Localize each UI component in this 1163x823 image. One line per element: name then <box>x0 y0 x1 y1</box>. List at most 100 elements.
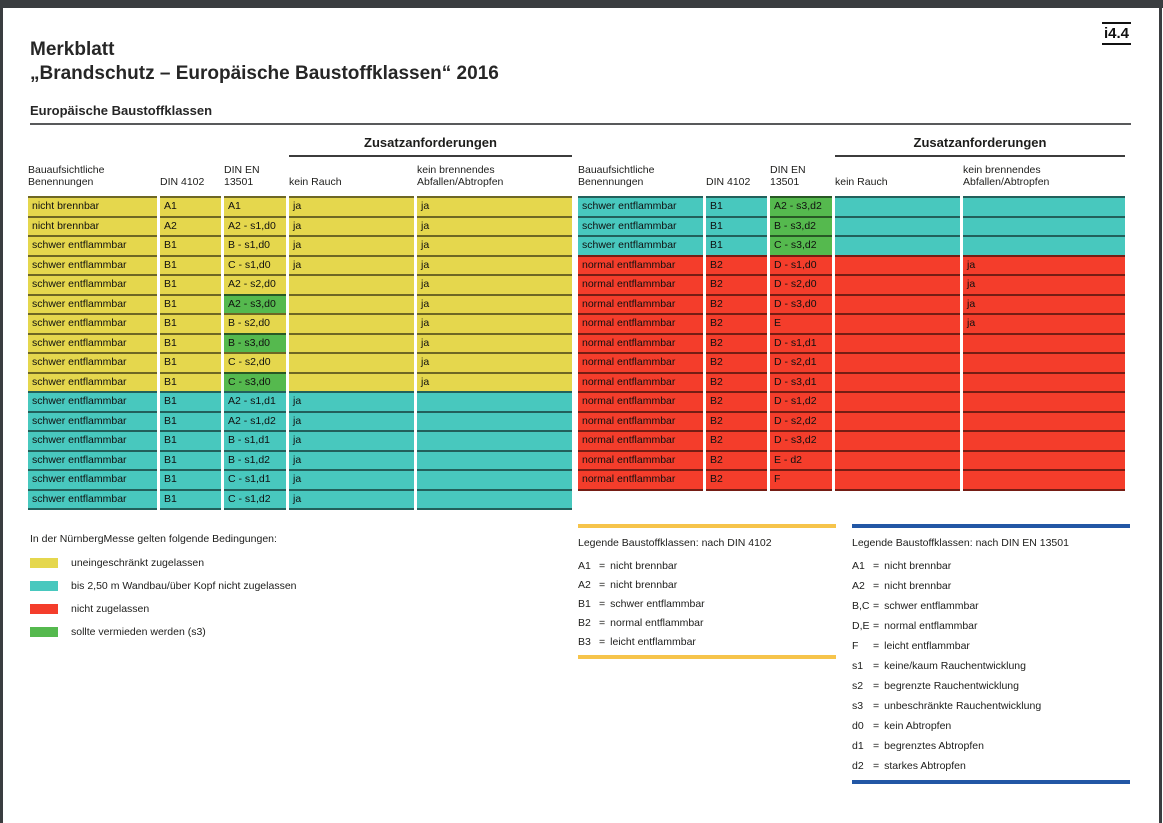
cell-kein-abtropfen <box>417 410 572 430</box>
colhead-kein-abtropfen: kein brennendes Abfallen/Abtropfen <box>417 164 504 188</box>
cell-kein-rauch: ja <box>289 391 414 411</box>
equals-sign: = <box>599 598 606 610</box>
cell-din-en-13501: A2 - s1,d2 <box>224 410 286 430</box>
cell-kein-rauch <box>835 274 960 294</box>
conditions-legend-item: bis 2,50 m Wandbau/über Kopf nicht zugel… <box>30 580 550 592</box>
legend-key: D,E <box>852 620 870 632</box>
title-line2: „Brandschutz – Europäische Baustoffklass… <box>30 63 499 84</box>
section-title: Europäische Baustoffklassen <box>30 103 213 118</box>
legend-key: B3 <box>578 636 591 648</box>
conditions-legend-label: bis 2,50 m Wandbau/über Kopf nicht zugel… <box>71 580 297 592</box>
legend-key: d2 <box>852 760 864 772</box>
cell-din-en-13501: B - s2,d0 <box>224 313 286 333</box>
legend-label: begrenztes Abtropfen <box>884 740 984 752</box>
cell-benennung: schwer entflammbar <box>28 410 157 430</box>
cell-din4102: A1 <box>160 196 221 216</box>
legend-entry: B3 = leicht entflammbar <box>578 636 836 648</box>
cell-kein-abtropfen: ja <box>417 352 572 372</box>
table-row: normal entflammbar B2 E - d2 <box>578 449 1125 469</box>
cell-kein-rauch <box>835 352 960 372</box>
conditions-legend: In der NürnbergMesse gelten folgende Bed… <box>30 533 550 638</box>
window-top-edge <box>0 0 1163 8</box>
cell-kein-abtropfen: ja <box>417 293 572 313</box>
equals-sign: = <box>873 760 880 772</box>
cell-kein-abtropfen: ja <box>417 196 572 216</box>
cell-benennung: schwer entflammbar <box>28 371 157 391</box>
cell-din-en-13501: B - s1,d2 <box>224 449 286 469</box>
cell-din4102: B2 <box>706 313 767 333</box>
title-line1: Merkblatt <box>30 39 115 60</box>
cell-kein-rauch <box>289 313 414 333</box>
cell-kein-abtropfen: ja <box>417 215 572 235</box>
cell-din-en-13501: C - s1,d1 <box>224 469 286 489</box>
cell-din4102: B2 <box>706 293 767 313</box>
din4102-legend-heading: Legende Baustoffklassen: nach DIN 4102 <box>578 537 772 549</box>
cell-kein-abtropfen: ja <box>417 254 572 274</box>
cell-kein-abtropfen <box>963 391 1125 411</box>
din4102-legend-items: A1 = nicht brennbar A2 = nicht brennbar B1 = sch… <box>578 560 836 648</box>
table-row: schwer entflammbar B1 C - s1,d1 ja <box>28 469 573 489</box>
legend-key: A1 <box>578 560 591 572</box>
table-row: normal entflammbar B2 D - s2,d2 <box>578 410 1125 430</box>
legend-entry: d1 = begrenztes Abtropfen <box>852 740 1130 752</box>
cell-kein-abtropfen <box>963 196 1125 216</box>
cell-benennung: schwer entflammbar <box>28 293 157 313</box>
legend-top-bar <box>578 524 836 528</box>
cell-din4102: B2 <box>706 332 767 352</box>
legend-label: nicht brennbar <box>884 560 952 572</box>
cell-din-en-13501: C - s1,d2 <box>224 488 286 510</box>
cell-din4102: B2 <box>706 430 767 450</box>
table-row: normal entflammbar B2 D - s3,d2 <box>578 430 1125 450</box>
cell-kein-abtropfen <box>417 469 572 489</box>
equals-sign: = <box>873 740 880 752</box>
colhead-kein-rauch: kein Rauch <box>835 176 888 188</box>
cell-kein-rauch <box>835 371 960 391</box>
cell-kein-rauch <box>835 391 960 411</box>
red-swatch <box>30 604 58 614</box>
equals-sign: = <box>873 680 880 692</box>
cell-kein-abtropfen <box>963 371 1125 391</box>
cell-din4102: B2 <box>706 254 767 274</box>
cell-kein-rauch <box>835 254 960 274</box>
cell-din-en-13501: A2 - s3,d2 <box>770 196 832 216</box>
cell-din-en-13501: D - s1,d0 <box>770 254 832 274</box>
cell-benennung: normal entflammbar <box>578 332 703 352</box>
legend-bottom-bar <box>852 780 1130 784</box>
legend-label: keine/kaum Rauchentwicklung <box>884 660 1026 672</box>
cell-kein-abtropfen: ja <box>963 274 1125 294</box>
cell-kein-rauch <box>289 332 414 352</box>
legend-key: s3 <box>852 700 864 712</box>
legend-key: B1 <box>578 598 591 610</box>
cell-kein-abtropfen: ja <box>963 254 1125 274</box>
cell-din-en-13501: E - d2 <box>770 449 832 469</box>
cell-kein-rauch: ja <box>289 235 414 255</box>
cell-benennung: schwer entflammbar <box>578 215 703 235</box>
cell-benennung: normal entflammbar <box>578 469 703 491</box>
cell-din-en-13501: D - s3,d1 <box>770 371 832 391</box>
equals-sign: = <box>873 700 880 712</box>
table-row: nicht brennbar A1 A1 ja ja <box>28 196 573 216</box>
cell-kein-rauch <box>835 215 960 235</box>
legend-key: s2 <box>852 680 864 692</box>
cell-benennung: normal entflammbar <box>578 430 703 450</box>
cell-kein-abtropfen <box>963 332 1125 352</box>
cell-kein-rauch: ja <box>289 430 414 450</box>
cell-din-en-13501: D - s2,d2 <box>770 410 832 430</box>
table-row: schwer entflammbar B1 C - s3,d0 ja <box>28 371 573 391</box>
din13501-legend: Legende Baustoffklassen: nach DIN EN 135… <box>852 524 1130 784</box>
din13501-legend-group2: d0 = kein Abtropfen d1 = begrenztes Abtropfen… <box>852 720 1130 772</box>
equals-sign: = <box>873 580 880 592</box>
table-row: normal entflammbar B2 D - s2,d1 <box>578 352 1125 372</box>
cell-din4102: B1 <box>160 313 221 333</box>
cell-benennung: normal entflammbar <box>578 293 703 313</box>
cell-benennung: nicht brennbar <box>28 196 157 216</box>
cell-kein-abtropfen: ja <box>963 313 1125 333</box>
cell-benennung: schwer entflammbar <box>28 449 157 469</box>
cell-din4102: B1 <box>160 410 221 430</box>
cell-din4102: B2 <box>706 391 767 411</box>
cell-kein-rauch: ja <box>289 196 414 216</box>
legend-top-bar <box>852 524 1130 528</box>
cell-kein-abtropfen <box>963 235 1125 255</box>
table-row: schwer entflammbar B1 A2 - s3,d2 <box>578 196 1125 216</box>
cell-din-en-13501: C - s3,d2 <box>770 235 832 255</box>
